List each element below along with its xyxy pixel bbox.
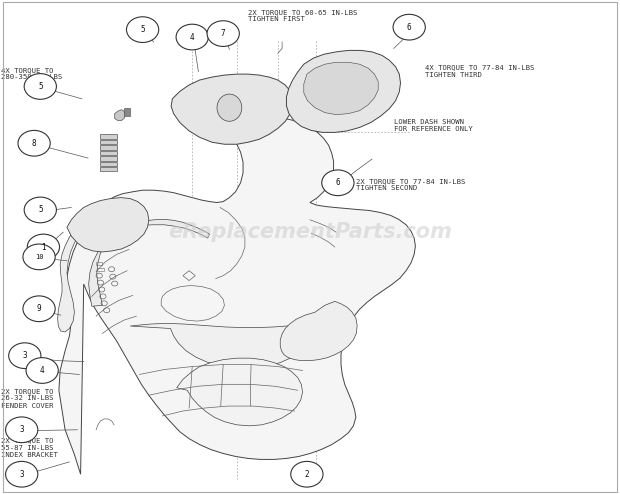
Text: 2X TORQUE TO 60-65 IN-LBS
TIGHTEN FIRST: 2X TORQUE TO 60-65 IN-LBS TIGHTEN FIRST (248, 9, 357, 22)
Text: 3: 3 (22, 351, 27, 360)
Bar (97, 268, 104, 271)
Polygon shape (89, 219, 210, 306)
Circle shape (24, 197, 56, 223)
FancyBboxPatch shape (100, 156, 117, 161)
Circle shape (322, 170, 354, 196)
Circle shape (9, 343, 41, 369)
Text: 10: 10 (35, 254, 43, 260)
Text: 4X TORQUE TO 77-84 IN-LBS
TIGHTEN THIRD: 4X TORQUE TO 77-84 IN-LBS TIGHTEN THIRD (425, 64, 534, 78)
Text: 3: 3 (19, 425, 24, 434)
FancyBboxPatch shape (100, 140, 117, 144)
Bar (96, 262, 102, 265)
Text: 3: 3 (19, 470, 24, 479)
Polygon shape (286, 50, 401, 132)
Polygon shape (59, 118, 415, 474)
Polygon shape (177, 358, 303, 426)
Text: 9: 9 (37, 304, 42, 313)
Circle shape (6, 417, 38, 443)
Text: 2X TORQUE TO
26-32 IN-LBS
FENDER COVER: 2X TORQUE TO 26-32 IN-LBS FENDER COVER (1, 388, 54, 409)
Circle shape (126, 17, 159, 42)
Polygon shape (130, 324, 309, 368)
Polygon shape (58, 230, 79, 332)
Polygon shape (67, 198, 149, 252)
Circle shape (27, 234, 60, 260)
Text: 6: 6 (407, 23, 412, 32)
Text: 2: 2 (304, 470, 309, 479)
Text: LOWER DASH SHOWN
FOR REFERENCE ONLY: LOWER DASH SHOWN FOR REFERENCE ONLY (394, 119, 472, 132)
FancyBboxPatch shape (100, 151, 117, 155)
FancyBboxPatch shape (100, 167, 117, 171)
Text: 5: 5 (38, 206, 43, 214)
Polygon shape (304, 62, 378, 115)
Text: 5: 5 (38, 82, 43, 91)
Text: 2X TORQUE TO 77-84 IN-LBS
TIGHTEN SECOND: 2X TORQUE TO 77-84 IN-LBS TIGHTEN SECOND (356, 178, 466, 191)
Circle shape (26, 358, 58, 383)
Text: 4X TORQUE TO
280-350 IN-LBS: 4X TORQUE TO 280-350 IN-LBS (1, 67, 63, 80)
Circle shape (207, 21, 239, 46)
Circle shape (393, 14, 425, 40)
Polygon shape (280, 301, 357, 361)
Text: 5: 5 (140, 25, 145, 34)
FancyBboxPatch shape (100, 134, 117, 139)
Circle shape (24, 74, 56, 99)
Text: 7: 7 (221, 29, 226, 38)
Circle shape (23, 296, 55, 322)
Text: 6: 6 (335, 178, 340, 187)
Circle shape (176, 24, 208, 50)
Polygon shape (171, 74, 293, 144)
Text: 1: 1 (41, 243, 46, 251)
FancyBboxPatch shape (100, 162, 117, 166)
Text: 4: 4 (40, 366, 45, 375)
Text: 4: 4 (190, 33, 195, 41)
Text: 8: 8 (32, 139, 37, 148)
Text: eReplacementParts.com: eReplacementParts.com (168, 222, 452, 242)
Text: 2X TORQUE TO
55-87 IN-LBS
INDEX BRACKET: 2X TORQUE TO 55-87 IN-LBS INDEX BRACKET (1, 437, 58, 458)
Circle shape (6, 461, 38, 487)
Polygon shape (115, 110, 125, 121)
FancyBboxPatch shape (124, 108, 130, 116)
Circle shape (18, 130, 50, 156)
FancyBboxPatch shape (100, 145, 117, 150)
Circle shape (291, 461, 323, 487)
Ellipse shape (217, 94, 242, 122)
Circle shape (23, 244, 55, 270)
